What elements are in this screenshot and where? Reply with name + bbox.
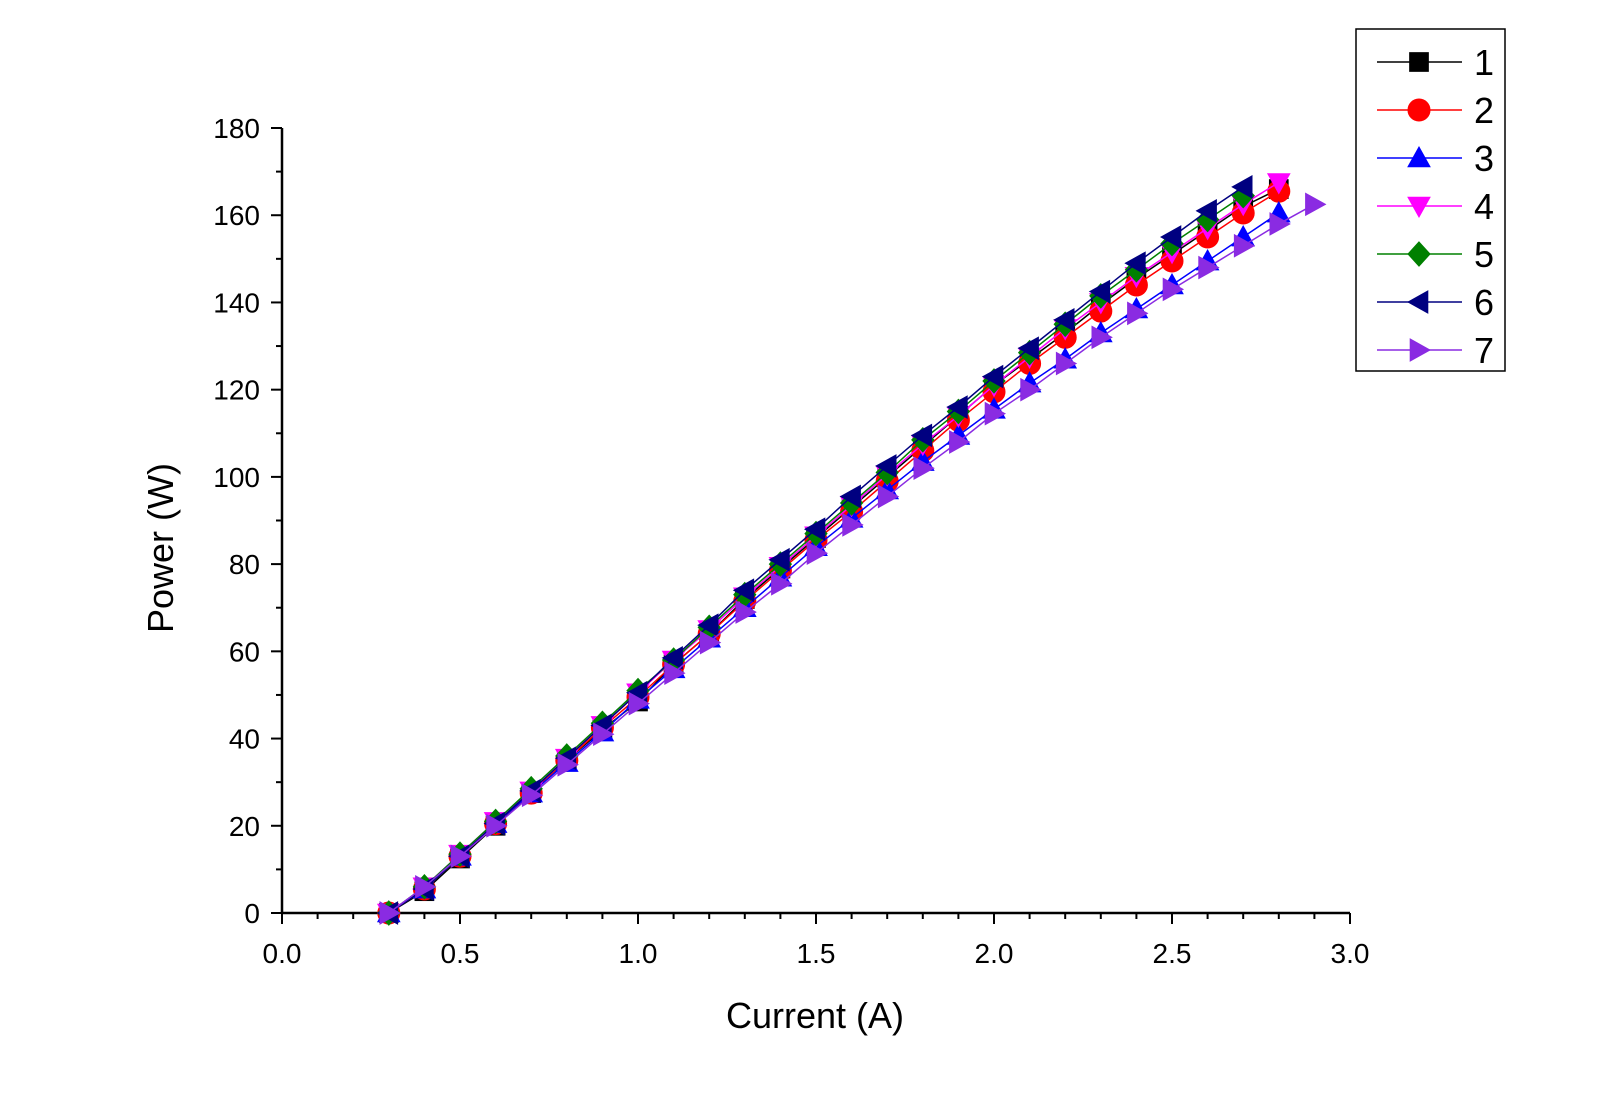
data-point (450, 844, 473, 869)
data-point (806, 541, 829, 566)
data-point (771, 571, 793, 596)
data-point (984, 401, 1007, 426)
data-point (1124, 251, 1146, 276)
data-point (981, 364, 1004, 389)
data-point (1020, 377, 1042, 402)
legend-marker (1407, 196, 1431, 219)
legend-item: 2 (1377, 90, 1494, 131)
legend-marker (1407, 241, 1431, 267)
legend-label: 7 (1474, 330, 1494, 371)
data-point (1088, 279, 1111, 304)
data-point (1162, 277, 1185, 302)
series-1 (378, 179, 1289, 923)
y-tick-label: 40 (229, 724, 260, 755)
x-tick-label: 2.0 (975, 938, 1014, 969)
legend-item: 3 (1377, 138, 1494, 179)
series-4 (376, 173, 1291, 926)
y-tick-label: 180 (213, 113, 260, 144)
data-point (768, 547, 790, 572)
data-point (1091, 325, 1113, 350)
x-tick-label: 1.5 (797, 938, 836, 969)
legend-label: 6 (1474, 282, 1494, 323)
data-point (1127, 301, 1149, 326)
legend-marker (1406, 290, 1429, 314)
data-point (1305, 192, 1327, 217)
data-point (1017, 336, 1039, 361)
data-point (910, 423, 933, 448)
x-tick-label: 0.0 (263, 938, 302, 969)
data-point (697, 613, 719, 638)
legend-label: 4 (1474, 186, 1494, 227)
legend-item: 6 (1377, 282, 1494, 323)
data-point (1159, 225, 1182, 249)
data-point (877, 484, 900, 509)
data-point (628, 691, 651, 716)
legend-label: 1 (1474, 42, 1494, 83)
data-point (521, 783, 544, 808)
data-point (732, 578, 755, 603)
data-point (1195, 199, 1217, 223)
data-point (664, 661, 686, 685)
legend-marker (1409, 338, 1432, 362)
y-tick-label: 100 (213, 462, 260, 493)
legend: 1 2 3 4 5 6 7 (1355, 28, 1506, 372)
data-point (486, 813, 508, 838)
y-axis-title: Power (W) (140, 463, 181, 633)
series-line (388, 203, 1315, 914)
legend-label: 2 (1474, 90, 1494, 131)
legend-item: 7 (1377, 330, 1494, 371)
series-3 (376, 201, 1291, 923)
data-point (1266, 173, 1291, 195)
y-tick-label: 60 (229, 636, 260, 667)
data-point (661, 646, 683, 670)
data-point (699, 630, 722, 655)
x-tick-label: 3.0 (1331, 938, 1370, 969)
data-point (379, 901, 401, 925)
x-axis-title: Current (A) (726, 995, 904, 1036)
legend-item: 1 (1377, 42, 1494, 83)
y-tick-label: 20 (229, 811, 260, 842)
y-tick-label: 160 (213, 200, 260, 231)
y-tick-label: 140 (213, 287, 260, 318)
y-tick-label: 0 (244, 898, 260, 929)
data-point (842, 513, 864, 537)
axes: 0.0 0.5 1.0 1.5 2.0 2.5 3.0 0 20 40 60 80 100 120 140 1… (213, 113, 1369, 969)
data-point (1198, 255, 1220, 280)
data-point (415, 874, 437, 899)
legend-item: 4 (1377, 186, 1494, 227)
series-7 (379, 192, 1327, 925)
data-point (1269, 212, 1291, 236)
legend-marker (1407, 98, 1431, 122)
data-point (593, 722, 615, 747)
data-point (735, 600, 757, 624)
series-2 (377, 179, 1291, 925)
legend-label: 3 (1474, 138, 1494, 179)
data-point (946, 395, 968, 419)
data-point (1233, 233, 1256, 258)
data-point (557, 752, 579, 777)
data-point (875, 454, 897, 478)
legend-item: 5 (1377, 234, 1494, 275)
x-tick-label: 1.0 (619, 938, 658, 969)
y-tick-label: 80 (229, 549, 260, 580)
data-point (803, 517, 826, 542)
data-point (949, 430, 971, 454)
series-layer (376, 173, 1327, 926)
data-point (1053, 308, 1075, 332)
x-tick-label: 2.5 (1153, 938, 1192, 969)
data-point (913, 456, 935, 481)
legend-box (1355, 28, 1506, 372)
data-point (1231, 175, 1253, 199)
y-tick-label: 120 (213, 375, 260, 406)
legend-label: 5 (1474, 234, 1494, 275)
x-tick-label: 0.5 (441, 938, 480, 969)
data-point (839, 484, 861, 509)
data-point (1055, 351, 1078, 376)
legend-marker (1407, 145, 1431, 168)
legend-marker (1409, 52, 1429, 72)
